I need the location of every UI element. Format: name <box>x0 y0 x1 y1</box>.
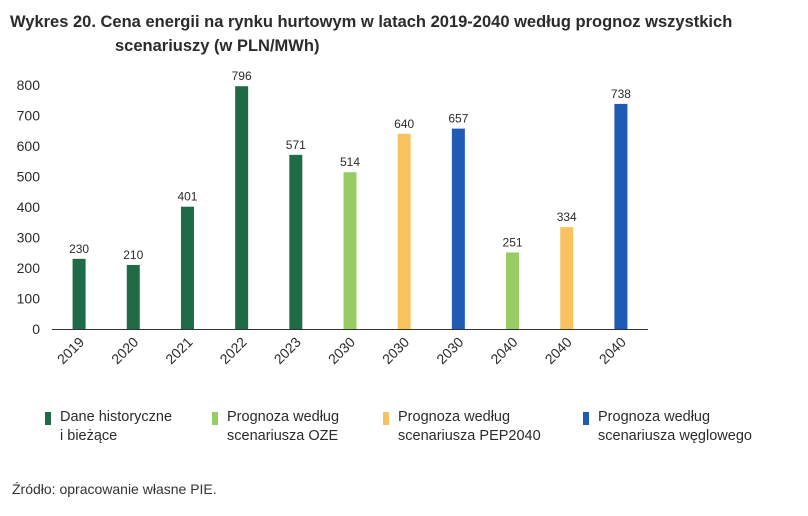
x-tick-label: 2040 <box>596 334 629 367</box>
y-tick-label: 700 <box>17 108 41 124</box>
legend-label: Prognoza według scenariusza OZE <box>227 409 340 444</box>
bar-2021-2 <box>180 206 194 329</box>
bar-2040-9 <box>560 227 574 329</box>
x-tick-label: 2019 <box>54 334 87 367</box>
legend-swatch <box>383 412 389 425</box>
legend-item: Dane historyczne i bieżące <box>45 408 172 446</box>
x-tick-label: 2022 <box>216 334 249 367</box>
y-tick-label: 600 <box>17 138 41 154</box>
y-tick-label: 200 <box>17 260 41 276</box>
x-tick-label: 2023 <box>271 334 304 367</box>
x-tick-label: 2030 <box>325 334 358 367</box>
chart-legend: Dane historyczne i bieżące Prognoza wedłu… <box>0 408 808 468</box>
chart-title: Wykres 20. Cena energii na rynku hurtowy… <box>10 10 800 58</box>
y-tick-label: 300 <box>17 230 41 246</box>
bar-2019-0 <box>72 258 86 329</box>
bar-2023-4 <box>289 154 303 329</box>
x-tick-label: 2040 <box>542 334 575 367</box>
bar-value-label: 334 <box>557 210 577 224</box>
y-tick-label: 100 <box>17 291 41 307</box>
bar-chart: 0 100 200 300 400 500 600 700 800 230 2019 210 2020 4… <box>17 69 648 367</box>
bar-2022-3 <box>235 86 249 329</box>
y-tick-label: 400 <box>17 199 41 215</box>
bar-value-label: 401 <box>177 190 197 204</box>
legend-item: Prognoza według scenariusza OZE <box>212 408 339 446</box>
bar-2030-6 <box>397 133 411 329</box>
legend-swatch <box>212 412 218 425</box>
legend-label: Dane historyczne i bieżące <box>60 409 173 444</box>
bar-value-label: 210 <box>123 248 143 262</box>
bar-value-label: 514 <box>340 155 360 169</box>
y-tick-label: 800 <box>17 77 41 93</box>
bar-2030-5 <box>343 172 357 329</box>
chart-title-line-1: Wykres 20. Cena energii na rynku hurtowy… <box>10 13 733 31</box>
bar-value-label: 640 <box>394 117 414 131</box>
chart-title-line-2: scenariuszy (w PLN/MWh) <box>115 37 320 55</box>
y-tick-label: 500 <box>17 169 41 185</box>
bar-value-label: 796 <box>232 69 252 83</box>
bar-value-label: 738 <box>611 87 631 101</box>
legend-swatch <box>583 412 589 425</box>
x-tick-label: 2040 <box>487 334 520 367</box>
bar-value-label: 230 <box>69 242 89 256</box>
legend-label: Prognoza według scenariusza węglowego <box>598 409 752 444</box>
legend-label: Prognoza według scenariusza PEP2040 <box>398 409 541 444</box>
bar-value-label: 571 <box>286 138 306 152</box>
x-tick-label: 2030 <box>433 334 466 367</box>
legend-item: Prognoza według scenariusza węglowego <box>583 408 752 446</box>
x-tick-label: 2020 <box>108 334 141 367</box>
bar-value-label: 657 <box>448 112 468 126</box>
x-tick-label: 2030 <box>379 334 412 367</box>
x-tick-label: 2021 <box>162 334 195 367</box>
bar-value-label: 251 <box>503 235 523 249</box>
y-tick-label: 0 <box>32 321 40 337</box>
bar-2030-7 <box>451 128 465 329</box>
bar-2040-8 <box>506 252 520 329</box>
legend-swatch <box>45 412 51 425</box>
legend-item: Prognoza według scenariusza PEP2040 <box>383 408 541 446</box>
bar-2020-1 <box>126 264 140 329</box>
source-note: Źródło: opracowanie własne PIE. <box>12 481 217 497</box>
bar-2040-10 <box>614 103 628 329</box>
